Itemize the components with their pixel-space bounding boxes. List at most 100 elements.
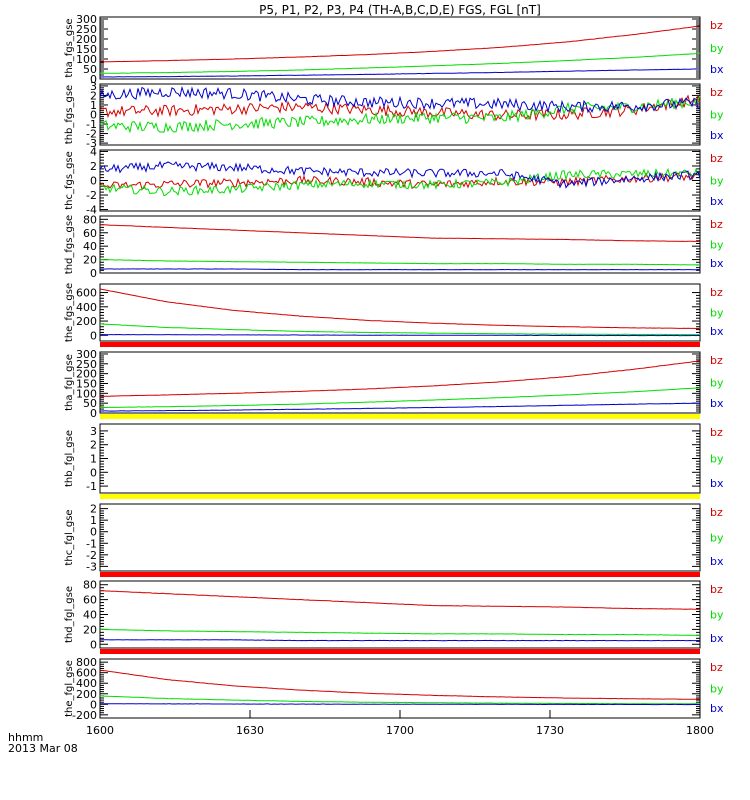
panel-frame bbox=[99, 503, 701, 572]
y-tick-label: 300 bbox=[76, 13, 97, 26]
y-tick-label: 0 bbox=[90, 466, 97, 479]
y-tick-label: 200 bbox=[76, 368, 97, 381]
legend-bx: bx bbox=[710, 477, 724, 490]
y-tick-label: 0 bbox=[90, 109, 97, 122]
status-bar bbox=[100, 572, 700, 577]
y-tick-label: 2 bbox=[90, 439, 97, 452]
status-bar bbox=[100, 414, 700, 419]
legend-bz: bz bbox=[710, 286, 723, 299]
series-line-bz bbox=[99, 288, 701, 330]
y-axis-label: the_fgs_gse bbox=[64, 283, 75, 342]
legend-bx: bx bbox=[710, 555, 724, 568]
x-axis-label-line2: 2013 Mar 08 bbox=[8, 742, 78, 755]
chart-title: P5, P1, P2, P3, P4 (TH-A,B,C,D,E) FGS, F… bbox=[259, 3, 541, 17]
legend-bz: bz bbox=[710, 19, 723, 32]
x-axis-label-line1: hhmm bbox=[8, 731, 43, 744]
y-tick-label: 600 bbox=[76, 287, 97, 300]
series-line-bz bbox=[99, 360, 701, 397]
legend-bz: bz bbox=[710, 152, 723, 165]
y-axis-label: thc_fgs_gse bbox=[64, 151, 75, 210]
legend-by: by bbox=[710, 239, 724, 252]
legend-by: by bbox=[710, 175, 724, 188]
series-line-bx bbox=[100, 703, 700, 706]
y-axis-label: tha_fgs_gse bbox=[64, 18, 75, 77]
panel-frame bbox=[99, 423, 701, 494]
legend-by: by bbox=[710, 683, 724, 696]
y-tick-label: 0 bbox=[90, 329, 97, 342]
y-axis-label: thb_fgs_gse bbox=[64, 85, 75, 144]
y-tick-label: 40 bbox=[83, 609, 97, 622]
y-tick-label: 400 bbox=[76, 301, 97, 314]
legend-bz: bz bbox=[710, 661, 723, 674]
y-tick-label: 3 bbox=[90, 80, 97, 93]
legend-bz: bz bbox=[710, 583, 723, 596]
status-bar bbox=[100, 494, 700, 499]
legend-bx: bx bbox=[710, 632, 724, 645]
legend-by: by bbox=[710, 453, 724, 466]
legend-by: by bbox=[710, 42, 724, 55]
legend-bx: bx bbox=[710, 325, 724, 338]
series-line-by bbox=[100, 52, 700, 74]
x-tick-label: 1600 bbox=[86, 724, 114, 737]
y-tick-label: -4 bbox=[86, 204, 97, 217]
series-line-bx bbox=[100, 68, 701, 78]
legend-bz: bz bbox=[710, 354, 723, 367]
y-tick-label: 100 bbox=[76, 53, 97, 66]
y-tick-label: 2 bbox=[90, 503, 97, 516]
y-tick-label: 20 bbox=[83, 254, 97, 267]
y-tick-label: 20 bbox=[83, 623, 97, 636]
series-line-bz bbox=[99, 94, 701, 122]
panel-thc_fgs_gse: -4 -20 2 4 thc_fgs_gse bz by bx bbox=[64, 145, 724, 216]
y-tick-label: -1 bbox=[86, 118, 97, 131]
panel-frame bbox=[99, 351, 701, 414]
y-axis-label: the_fgl_gse bbox=[64, 660, 75, 717]
legend-bx: bx bbox=[710, 702, 724, 715]
y-axis-label: thb_fgl_gse bbox=[64, 430, 75, 487]
y-tick-label: -200 bbox=[72, 709, 97, 722]
series-line-bx bbox=[99, 160, 701, 189]
series-line-bx bbox=[99, 268, 701, 271]
legend-bx: bx bbox=[710, 397, 724, 410]
y-tick-label: 50 bbox=[83, 397, 97, 410]
panel-frame bbox=[99, 580, 701, 649]
series-line-by bbox=[100, 695, 701, 705]
legend-by: by bbox=[710, 307, 724, 320]
panel-frame bbox=[99, 16, 701, 80]
y-tick-label: 3 bbox=[90, 425, 97, 438]
y-tick-label: 0 bbox=[90, 638, 97, 651]
y-tick-label: 80 bbox=[83, 213, 97, 226]
panel-frame bbox=[99, 215, 701, 274]
y-axis-label: thd_fgs_gse bbox=[64, 215, 75, 274]
x-tick-label: 1730 bbox=[536, 724, 564, 737]
y-tick-label: 0 bbox=[90, 175, 97, 188]
y-tick-label: 40 bbox=[83, 240, 97, 253]
y-tick-label: 400 bbox=[76, 677, 97, 690]
y-tick-label: 250 bbox=[76, 358, 97, 371]
legend-by: by bbox=[710, 109, 724, 122]
x-tick-label: 1700 bbox=[386, 724, 414, 737]
series-line-by bbox=[100, 628, 701, 636]
series-line-by bbox=[99, 167, 701, 197]
y-tick-label: 0 bbox=[90, 73, 97, 86]
status-bar bbox=[100, 342, 700, 347]
y-tick-label: -2 bbox=[86, 549, 97, 562]
y-tick-label: 4 bbox=[90, 145, 97, 158]
y-tick-label: 1 bbox=[90, 99, 97, 112]
series-line-bz bbox=[100, 25, 701, 63]
series-line-bx bbox=[99, 85, 701, 114]
y-tick-label: 1 bbox=[90, 453, 97, 466]
series-line-bx bbox=[100, 639, 700, 642]
series-line-bz bbox=[99, 669, 700, 700]
series-line-by bbox=[100, 323, 700, 336]
y-tick-label: -3 bbox=[86, 560, 97, 573]
y-tick-label: 300 bbox=[76, 348, 97, 361]
y-tick-label: 200 bbox=[76, 33, 97, 46]
